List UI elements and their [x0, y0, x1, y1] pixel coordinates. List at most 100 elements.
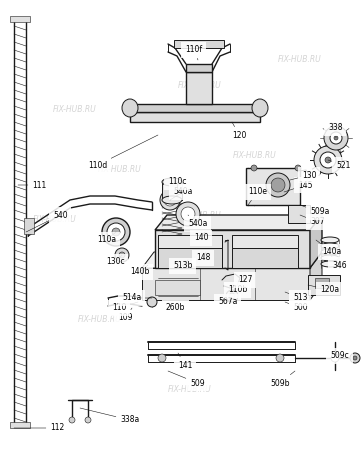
Circle shape	[314, 146, 342, 174]
Text: 540a: 540a	[170, 188, 192, 200]
Circle shape	[69, 417, 75, 423]
Polygon shape	[232, 235, 298, 248]
Circle shape	[330, 132, 342, 144]
Text: 110a: 110a	[97, 232, 116, 244]
Circle shape	[324, 126, 348, 150]
Text: 140a: 140a	[316, 240, 341, 256]
Text: 338a: 338a	[80, 408, 139, 424]
Text: 110d: 110d	[88, 135, 158, 170]
Text: 120: 120	[232, 122, 247, 140]
Polygon shape	[246, 168, 300, 205]
Text: FIX-HUB.RU: FIX-HUB.RU	[278, 55, 322, 64]
Circle shape	[102, 218, 130, 246]
Text: 514a: 514a	[122, 293, 152, 302]
Ellipse shape	[321, 237, 339, 243]
Bar	[10, 16, 30, 22]
Polygon shape	[155, 215, 322, 230]
Text: 540a: 540a	[188, 215, 207, 229]
Polygon shape	[310, 252, 322, 300]
Circle shape	[119, 252, 125, 258]
Ellipse shape	[252, 99, 268, 117]
Text: 110b: 110b	[228, 285, 247, 294]
Text: 110: 110	[112, 302, 138, 312]
Circle shape	[226, 290, 238, 302]
Text: 141: 141	[178, 353, 192, 369]
Text: 110c: 110c	[168, 177, 186, 190]
Text: 127: 127	[238, 275, 252, 284]
Text: 110e: 110e	[248, 188, 267, 205]
Polygon shape	[130, 112, 260, 122]
Polygon shape	[308, 275, 340, 295]
Circle shape	[229, 293, 235, 299]
Text: 110f: 110f	[185, 45, 202, 60]
Text: 130c: 130c	[106, 255, 125, 266]
Text: 145: 145	[284, 180, 312, 192]
Circle shape	[160, 190, 180, 210]
Ellipse shape	[162, 196, 182, 204]
Text: 148: 148	[196, 252, 210, 262]
Text: 513: 513	[285, 292, 307, 302]
Text: 509c: 509c	[330, 351, 349, 360]
Bar	[315, 278, 329, 288]
Circle shape	[85, 417, 91, 423]
Circle shape	[147, 297, 157, 307]
Text: FIX-HUB.RU: FIX-HUB.RU	[33, 216, 77, 225]
Text: FIX-HUB.RU: FIX-HUB.RU	[168, 386, 212, 395]
Text: 521: 521	[328, 160, 350, 170]
Circle shape	[107, 223, 125, 241]
Circle shape	[266, 173, 290, 197]
Polygon shape	[310, 215, 322, 268]
Polygon shape	[186, 72, 212, 104]
Bar	[10, 422, 30, 428]
Polygon shape	[155, 230, 310, 268]
Text: 346: 346	[328, 252, 347, 270]
Ellipse shape	[162, 178, 182, 186]
Circle shape	[181, 207, 195, 221]
Text: 111: 111	[18, 180, 46, 189]
Text: FIX-HUB.RU: FIX-HUB.RU	[233, 150, 277, 159]
Ellipse shape	[321, 255, 339, 261]
Text: FIX-HUB.RU: FIX-HUB.RU	[78, 315, 122, 324]
Text: 509a: 509a	[300, 205, 329, 216]
Bar	[24, 218, 34, 234]
Circle shape	[276, 354, 284, 362]
Bar	[174, 40, 224, 48]
Text: 130: 130	[290, 171, 316, 180]
Circle shape	[325, 157, 331, 163]
Text: 509: 509	[168, 371, 205, 387]
Polygon shape	[142, 268, 310, 300]
Circle shape	[320, 152, 336, 168]
Ellipse shape	[321, 261, 339, 267]
Text: 112: 112	[14, 423, 64, 432]
Circle shape	[295, 165, 301, 171]
Text: FIX-HUB.RU: FIX-HUB.RU	[53, 105, 97, 114]
Bar	[288, 205, 310, 223]
Text: 120a: 120a	[308, 285, 339, 294]
Text: FIX-HUB.RU: FIX-HUB.RU	[238, 275, 282, 284]
Circle shape	[353, 356, 357, 360]
Circle shape	[112, 228, 120, 236]
Ellipse shape	[122, 99, 138, 117]
Ellipse shape	[321, 249, 339, 255]
Text: 338: 338	[328, 123, 342, 138]
Circle shape	[158, 354, 166, 362]
Polygon shape	[158, 235, 222, 248]
Text: 513b: 513b	[173, 260, 192, 270]
Circle shape	[331, 354, 339, 362]
Text: 567a: 567a	[218, 297, 237, 306]
Text: 260b: 260b	[166, 303, 185, 312]
Circle shape	[271, 178, 285, 192]
Text: FIX-HUB.RU: FIX-HUB.RU	[98, 166, 142, 175]
Circle shape	[164, 194, 176, 206]
Polygon shape	[232, 248, 298, 268]
Polygon shape	[142, 252, 322, 268]
Polygon shape	[130, 104, 260, 112]
Text: 140b: 140b	[130, 265, 150, 276]
Text: FIX-HUB.RU: FIX-HUB.RU	[178, 81, 222, 90]
Polygon shape	[186, 64, 212, 72]
Text: FIX-HUB.RU: FIX-HUB.RU	[178, 211, 222, 220]
Polygon shape	[158, 248, 222, 268]
Text: 500: 500	[285, 302, 308, 312]
Circle shape	[350, 353, 360, 363]
Circle shape	[176, 202, 200, 226]
